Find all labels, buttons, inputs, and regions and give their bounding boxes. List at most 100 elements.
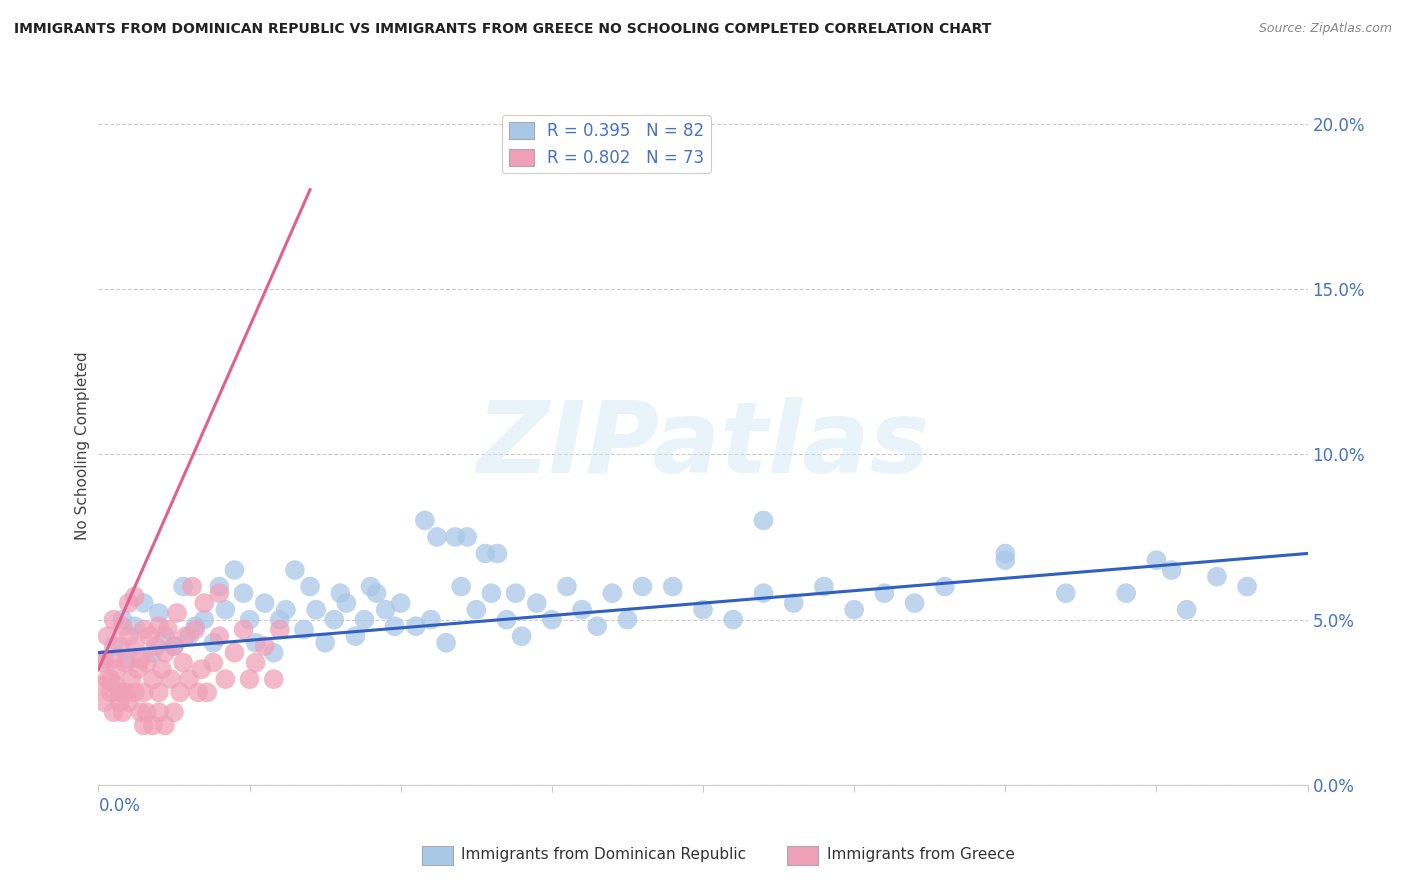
Point: [108, 695, 131, 709]
Point: [245, 656, 267, 670]
Point: [571, 603, 593, 617]
Point: [692, 603, 714, 617]
Point: [132, 718, 155, 732]
Point: [1144, 553, 1167, 567]
Point: [873, 586, 896, 600]
Point: [184, 619, 207, 633]
Point: [96, 629, 118, 643]
Point: [108, 685, 131, 699]
Point: [150, 662, 173, 676]
Point: [752, 586, 775, 600]
Point: [384, 619, 406, 633]
Point: [783, 596, 806, 610]
Point: [360, 580, 382, 594]
Point: [111, 619, 134, 633]
Point: [239, 672, 262, 686]
Point: [114, 656, 136, 670]
Point: [1206, 569, 1229, 583]
Point: [481, 586, 503, 600]
Point: [413, 513, 436, 527]
Point: [124, 590, 146, 604]
Point: [389, 596, 412, 610]
Point: [253, 596, 276, 610]
Point: [232, 586, 254, 600]
Point: [208, 629, 231, 643]
Text: ZIPatlas: ZIPatlas: [477, 398, 929, 494]
Point: [121, 672, 143, 686]
Point: [420, 613, 443, 627]
Point: [156, 623, 179, 637]
Point: [163, 639, 186, 653]
Point: [100, 685, 122, 699]
Point: [426, 530, 449, 544]
Point: [195, 685, 218, 699]
Point: [148, 606, 170, 620]
Point: [284, 563, 307, 577]
Point: [434, 636, 457, 650]
Point: [1054, 586, 1077, 600]
Point: [105, 662, 128, 676]
Point: [145, 639, 167, 653]
Point: [169, 685, 191, 699]
Point: [118, 629, 141, 643]
Point: [181, 580, 204, 594]
Point: [299, 580, 322, 594]
Point: [456, 530, 478, 544]
Point: [90, 679, 112, 693]
Point: [224, 563, 246, 577]
Point: [193, 613, 215, 627]
Point: [139, 629, 162, 643]
Point: [127, 662, 149, 676]
Point: [465, 603, 488, 617]
Point: [187, 685, 209, 699]
Point: [184, 623, 207, 637]
Legend: R = 0.395   N = 82, R = 0.802   N = 73: R = 0.395 N = 82, R = 0.802 N = 73: [502, 115, 710, 173]
Point: [160, 672, 183, 686]
Point: [631, 580, 654, 594]
Point: [148, 619, 170, 633]
Point: [505, 586, 527, 600]
Point: [148, 705, 170, 719]
Point: [163, 639, 186, 653]
Point: [474, 546, 496, 560]
Point: [723, 613, 745, 627]
Point: [208, 586, 231, 600]
Point: [510, 629, 533, 643]
Point: [129, 652, 152, 666]
Point: [124, 619, 146, 633]
Point: [124, 685, 146, 699]
Point: [904, 596, 927, 610]
Point: [1236, 580, 1258, 594]
Point: [540, 613, 562, 627]
Point: [661, 580, 683, 594]
Point: [616, 613, 638, 627]
Point: [118, 652, 141, 666]
Point: [1160, 563, 1182, 577]
Point: [103, 652, 125, 666]
Point: [100, 672, 122, 686]
Point: [323, 613, 346, 627]
Point: [366, 586, 388, 600]
Point: [142, 672, 165, 686]
Point: [269, 623, 291, 637]
Point: [239, 613, 262, 627]
Point: [586, 619, 609, 633]
Point: [148, 685, 170, 699]
Point: [90, 656, 112, 670]
Point: [994, 553, 1017, 567]
Text: Immigrants from Greece: Immigrants from Greece: [827, 847, 1015, 862]
Point: [208, 580, 231, 594]
Text: IMMIGRANTS FROM DOMINICAN REPUBLIC VS IMMIGRANTS FROM GREECE NO SCHOOLING COMPLE: IMMIGRANTS FROM DOMINICAN REPUBLIC VS IM…: [14, 22, 991, 37]
Point: [96, 672, 118, 686]
Point: [844, 603, 866, 617]
Point: [353, 613, 375, 627]
Point: [994, 546, 1017, 560]
Point: [329, 586, 352, 600]
Point: [93, 652, 115, 666]
Point: [344, 629, 367, 643]
Point: [263, 672, 285, 686]
Point: [555, 580, 578, 594]
Point: [292, 623, 315, 637]
Point: [245, 636, 267, 650]
Point: [166, 606, 188, 620]
